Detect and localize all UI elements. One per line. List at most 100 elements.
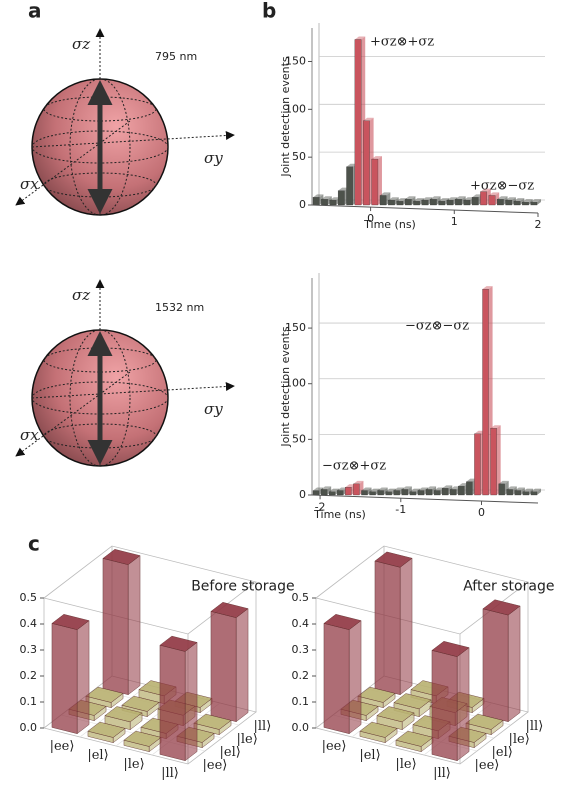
y-category-label: |le⟩ [237, 732, 258, 747]
annotation: +σz⊗+σz [370, 35, 434, 50]
bar-right [185, 642, 197, 760]
y-tick-label: 50 [292, 432, 306, 445]
bar-front [464, 200, 470, 205]
x-tick-label: -1 [395, 503, 406, 516]
y-tick-label: 0 [299, 488, 306, 501]
x-category-label: |ll⟩ [161, 766, 179, 781]
bar-front [313, 491, 319, 495]
bar-front [386, 492, 392, 495]
z-tick-label: 0.2 [20, 669, 38, 682]
bar-front [313, 197, 319, 205]
annotation: −σz⊗−σz [405, 319, 469, 334]
bar-3d [324, 614, 361, 733]
bar-right [349, 621, 361, 734]
bar-front [455, 199, 461, 205]
bar-front [370, 492, 376, 495]
panel-label: a [28, 0, 42, 23]
bar-front [397, 201, 403, 205]
bar-front [523, 492, 529, 495]
bar-front [329, 492, 335, 495]
bar-3d [483, 600, 520, 722]
bar-front [321, 199, 327, 205]
bar-right [128, 556, 140, 695]
bar-front [507, 489, 513, 495]
bar-front [480, 192, 486, 205]
wavelength-label: 1532 nm [155, 301, 204, 314]
bar-front [211, 611, 236, 721]
y-category-label: |ll⟩ [254, 719, 272, 734]
y-category-label: |el⟩ [492, 745, 513, 760]
y-category-label: |ll⟩ [526, 719, 544, 734]
bar-front [430, 199, 436, 205]
bar-front [330, 200, 336, 205]
bar-front [402, 489, 408, 495]
bar-front [472, 197, 478, 205]
bar-front [388, 200, 394, 205]
bar-front [483, 609, 508, 722]
x-tick-label: 1 [451, 215, 458, 228]
chart-title: After storage [463, 579, 554, 595]
bar-front [363, 121, 369, 205]
histogram-chart: 050100150-2-10Time (ns)Joint detection e… [279, 273, 545, 521]
z-tick-label: 0.2 [292, 669, 310, 682]
bar-3d [52, 614, 89, 733]
bar-front [418, 491, 424, 495]
bar-3d [375, 552, 412, 695]
bar-front [52, 623, 77, 733]
bar-front [497, 199, 503, 205]
bar-front [531, 202, 537, 205]
bar-right [77, 621, 89, 734]
bar-3d [432, 641, 469, 760]
z-tick-label: 0.1 [20, 695, 38, 708]
bar-front [474, 434, 480, 495]
x-category-label: |el⟩ [359, 748, 380, 763]
y-category-label: |ee⟩ [475, 758, 500, 773]
bar-front [375, 561, 400, 695]
bar-front [338, 191, 344, 205]
panel-label: c [28, 532, 40, 556]
x-category-label: |ll⟩ [433, 766, 451, 781]
bar-right [508, 606, 520, 722]
bar-front [346, 167, 352, 205]
bar-front [413, 201, 419, 205]
bar-front [394, 491, 400, 495]
bar-front [522, 202, 528, 205]
bar-front [321, 489, 327, 495]
chart-title: Before storage [191, 579, 294, 595]
x-category-label: |el⟩ [87, 748, 108, 763]
axis-label: σx [20, 175, 39, 193]
axis-label: σy [204, 149, 223, 167]
bar-front [458, 486, 464, 495]
density-matrix: 0.00.10.20.30.40.5|ee⟩|el⟩|le⟩|ll⟩|ee⟩|e… [20, 546, 295, 781]
y-axis-label: Joint detection events [279, 56, 292, 178]
bar-front [439, 201, 445, 205]
axis-label: σy [204, 400, 223, 418]
y-axis-label: Joint detection events [279, 326, 292, 448]
x-axis [312, 205, 538, 213]
bar-front [372, 159, 378, 205]
bar-front [466, 482, 472, 495]
x-category-label: |le⟩ [395, 757, 416, 772]
z-tick-label: 0.0 [20, 721, 38, 734]
bar-front [422, 200, 428, 205]
y-tick-label: 50 [292, 150, 306, 163]
bar-front [426, 489, 432, 495]
annotation: +σz⊗−σz [470, 179, 534, 194]
z-tick-label: 0.1 [292, 695, 310, 708]
bar-front [410, 492, 416, 495]
bar-3d [160, 636, 197, 761]
axis-label: σz [72, 35, 90, 53]
bloch-sphere: σzσyσx1532 nm [16, 280, 234, 466]
y-tick-label: 0 [299, 198, 306, 211]
bar-front [506, 200, 512, 205]
x-tick-label: 2 [535, 218, 542, 231]
bar-front [514, 201, 520, 205]
wavelength-label: 795 nm [155, 50, 197, 63]
bar-right [457, 648, 469, 761]
bar-front [361, 491, 367, 495]
bar-front [160, 645, 185, 761]
bar-front [531, 492, 537, 495]
z-tick-label: 0.5 [292, 591, 310, 604]
bar-front [353, 484, 359, 495]
